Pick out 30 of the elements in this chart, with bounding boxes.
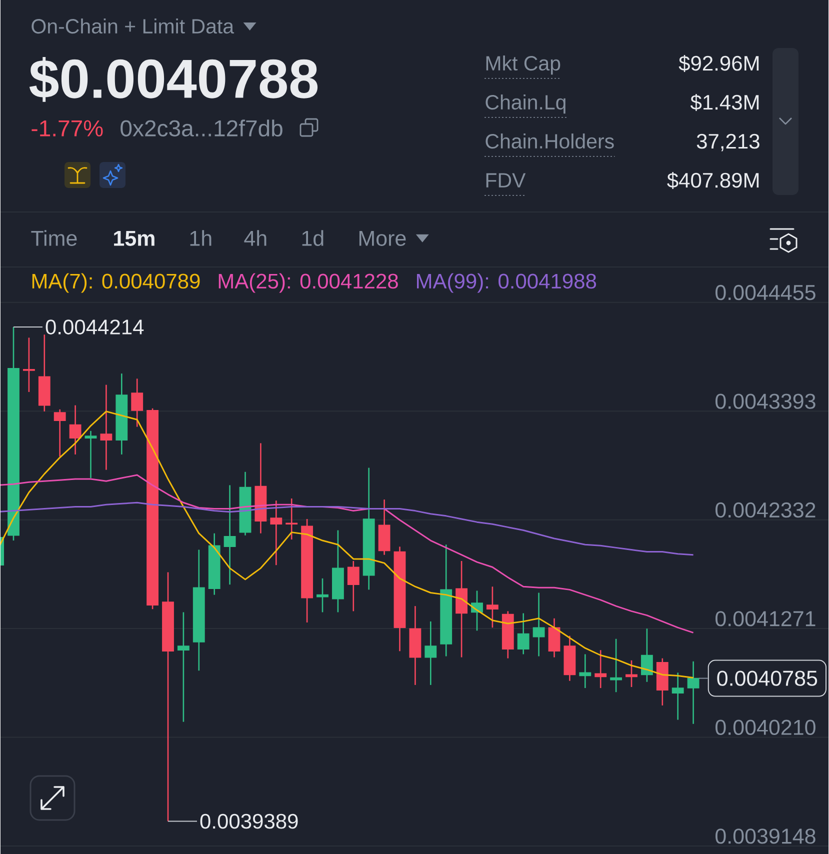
text: 37,213 [696,134,760,152]
text: Chain.Lq [486,94,566,114]
y-tick-label: 0.0042332 [716,502,816,518]
y-tick-label: 0.0040210 [716,720,816,735]
text: -1.77% [32,120,103,136]
y-tick-label: 0.0041271 [716,611,816,626]
text: More [359,230,406,246]
text: $92.96M [678,55,759,72]
text: 0x2c3a...12f7db [120,120,282,136]
text: Time [31,230,77,246]
text: 4h [244,230,266,246]
text: FDV [486,173,526,188]
text: $407.89M [667,172,759,190]
text: 1d [302,230,324,246]
text: On-Chain + Limit Data [32,18,234,34]
text: $0.0040788 [29,56,318,102]
text: 0.0040785 [717,670,818,686]
y-tick-label: 0.0043393 [716,394,816,409]
text: Mkt Cap [486,56,560,75]
text: MA(99): 0.0041988 [416,273,596,293]
annotation: 0.0039389 [200,814,298,829]
text: $1.43M [690,94,759,112]
y-tick-label: 0.0039148 [716,828,816,844]
text: MA(7): 0.0040789 [32,273,200,293]
y-tick-label: 0.0044455 [716,284,816,300]
text: 15m [114,230,154,246]
text: MA(25): 0.0041228 [218,273,398,293]
annotation: 0.0044214 [46,320,144,334]
text: Chain.Holders [486,134,614,149]
text: 1h [190,230,212,246]
